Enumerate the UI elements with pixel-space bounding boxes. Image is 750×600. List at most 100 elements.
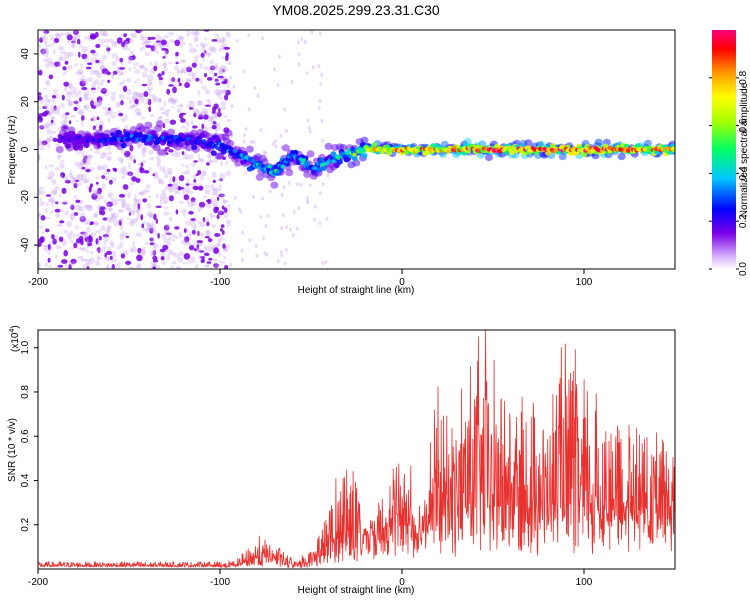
noise-blob (54, 61, 61, 67)
ridge-blob (336, 159, 343, 165)
noise-blob (206, 261, 212, 264)
ridge-blob (290, 150, 295, 155)
ridge-blob (362, 148, 367, 153)
noise-blob (207, 68, 211, 72)
noise-blob (80, 75, 85, 78)
noise-blob (306, 199, 310, 204)
noise-blob (138, 93, 144, 98)
noise-blob (38, 67, 42, 71)
noise-blob (201, 123, 205, 130)
noise-blob (159, 193, 167, 199)
noise-blob (109, 240, 114, 246)
noise-blob (51, 200, 58, 204)
noise-blob (86, 250, 90, 254)
noise-blob (193, 35, 199, 42)
noise-blob (133, 62, 139, 67)
noise-blob (185, 220, 192, 226)
noise-blob (38, 186, 45, 190)
ridge-blob (281, 144, 290, 152)
noise-blob (194, 263, 199, 269)
noise-blob (168, 97, 175, 104)
noise-blob (169, 96, 174, 102)
noise-blob (163, 67, 168, 72)
noise-blob (106, 226, 111, 233)
noise-blob (111, 266, 116, 269)
noise-blob (204, 104, 212, 107)
noise-blob (98, 235, 102, 241)
noise-blob (308, 183, 312, 188)
noise-blob (104, 199, 107, 203)
noise-blob (64, 262, 68, 268)
noise-blob (211, 110, 216, 114)
noise-blob (214, 64, 219, 71)
noise-blob (48, 264, 52, 268)
noise-blob (88, 257, 95, 265)
noise-blob (220, 100, 227, 106)
spectrogram-x-ticks: -200 -100 0 100 (28, 269, 593, 288)
noise-blob (127, 60, 132, 65)
noise-blob (208, 159, 214, 163)
ridge-blob (255, 173, 264, 181)
noise-blob (156, 98, 162, 102)
noise-blob (49, 196, 56, 203)
noise-blob (198, 250, 205, 253)
noise-blob (77, 38, 81, 45)
noise-blob (213, 247, 220, 255)
noise-blob (43, 87, 47, 91)
noise-blob (38, 92, 42, 96)
noise-blob (134, 107, 141, 115)
noise-blob (89, 183, 93, 188)
noise-blob (297, 206, 301, 211)
noise-blob (218, 260, 226, 264)
noise-blob (253, 86, 257, 91)
noise-blob (172, 98, 179, 103)
noise-blob (146, 183, 151, 189)
noise-blob (193, 160, 198, 163)
noise-blob (318, 191, 322, 196)
noise-blob (80, 120, 84, 127)
noise-blob (96, 165, 102, 171)
noise-blob (64, 52, 70, 59)
ridge-blob (298, 157, 303, 162)
noise-blob (158, 79, 164, 86)
noise-blob (137, 203, 141, 210)
ridge-blob (250, 158, 256, 163)
noise-blob (112, 52, 116, 59)
ridge-blob (643, 139, 652, 147)
noise-blob (100, 88, 107, 92)
noise-blob (195, 173, 199, 177)
noise-blob (295, 226, 299, 231)
noise-blob (135, 200, 139, 204)
noise-blob (39, 190, 47, 195)
noise-blob (118, 209, 123, 213)
noise-blob (182, 152, 188, 159)
noise-blob (55, 212, 61, 219)
noise-blob (100, 89, 106, 93)
noise-blob (54, 254, 58, 259)
noise-blob (73, 106, 78, 112)
noise-blob (123, 33, 127, 38)
noise-blob (182, 188, 185, 192)
noise-blob (194, 37, 198, 42)
noise-blob (172, 99, 177, 105)
noise-blob (158, 115, 162, 119)
noise-blob (75, 238, 82, 244)
ridge-blob (371, 142, 378, 148)
noise-blob (174, 65, 180, 71)
noise-blob (43, 58, 48, 63)
noise-blob (160, 260, 166, 265)
noise-blob (184, 82, 191, 89)
noise-blob (168, 31, 175, 36)
noise-blob (166, 109, 172, 112)
noise-blob (70, 204, 75, 210)
noise-blob (279, 249, 283, 254)
noise-blob (277, 54, 281, 59)
noise-blob (51, 130, 57, 135)
noise-blob (149, 82, 153, 85)
noise-blob (144, 51, 150, 56)
noise-blob (161, 188, 167, 196)
noise-blob (152, 259, 159, 263)
noise-blob (205, 229, 211, 236)
noise-blob (43, 30, 50, 34)
noise-blob (132, 218, 138, 224)
